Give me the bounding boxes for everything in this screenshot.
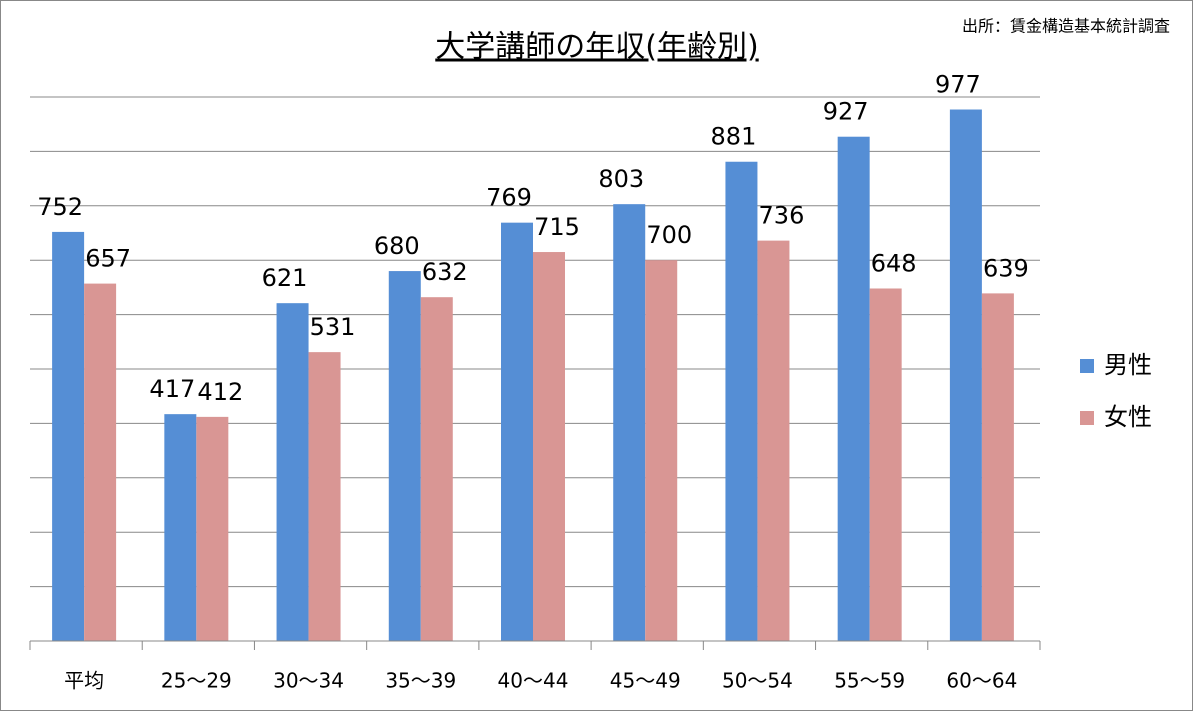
bar (533, 252, 565, 642)
legend-swatch (1080, 411, 1094, 425)
data-label: 639 (983, 254, 1029, 282)
data-label: 881 (711, 123, 757, 151)
x-tick-label: 50〜54 (722, 669, 793, 693)
data-label: 648 (871, 249, 917, 277)
bar (308, 352, 341, 641)
bar (725, 161, 758, 641)
data-label: 680 (374, 232, 420, 260)
bar (388, 271, 421, 641)
bar (501, 222, 533, 641)
x-tick-label: 55〜59 (834, 669, 905, 693)
bar (613, 204, 646, 641)
x-tick-label: 60〜64 (946, 669, 1017, 693)
bar (949, 109, 982, 641)
legend-swatch (1080, 359, 1094, 373)
data-label: 977 (935, 71, 981, 99)
data-label: 412 (197, 378, 243, 406)
bar (420, 297, 453, 641)
x-tick-label: 45〜49 (610, 669, 681, 693)
bar (981, 293, 1014, 641)
bar (869, 288, 902, 641)
legend-label: 女性 (1104, 403, 1152, 431)
data-label: 632 (422, 258, 468, 286)
bar (757, 240, 790, 641)
data-label: 769 (486, 184, 532, 212)
data-label: 657 (85, 245, 131, 273)
bar (276, 303, 309, 641)
chart-title: 大学講師の年収(年齢別) (435, 30, 758, 65)
bar (196, 416, 229, 641)
data-label: 715 (534, 213, 580, 241)
legend-label: 男性 (1104, 351, 1152, 379)
source-note: 出所：賃金構造基本統計調査 (962, 17, 1170, 36)
data-label: 700 (646, 221, 692, 249)
bar (52, 231, 85, 642)
data-label: 736 (759, 202, 805, 230)
data-label: 417 (149, 375, 195, 403)
bar (837, 136, 870, 641)
x-tick-label: 平均 (64, 669, 104, 693)
data-label: 752 (37, 193, 83, 221)
data-label: 927 (823, 98, 869, 126)
data-label: 621 (262, 264, 308, 292)
x-tick-label: 40〜44 (498, 669, 569, 693)
bar (84, 283, 117, 641)
x-tick-label: 30〜34 (273, 669, 344, 693)
data-label: 531 (310, 313, 356, 341)
bar (164, 414, 197, 641)
bar (645, 260, 678, 641)
data-label: 803 (598, 165, 644, 193)
x-tick-label: 25〜29 (161, 669, 232, 693)
x-tick-label: 35〜39 (385, 669, 456, 693)
